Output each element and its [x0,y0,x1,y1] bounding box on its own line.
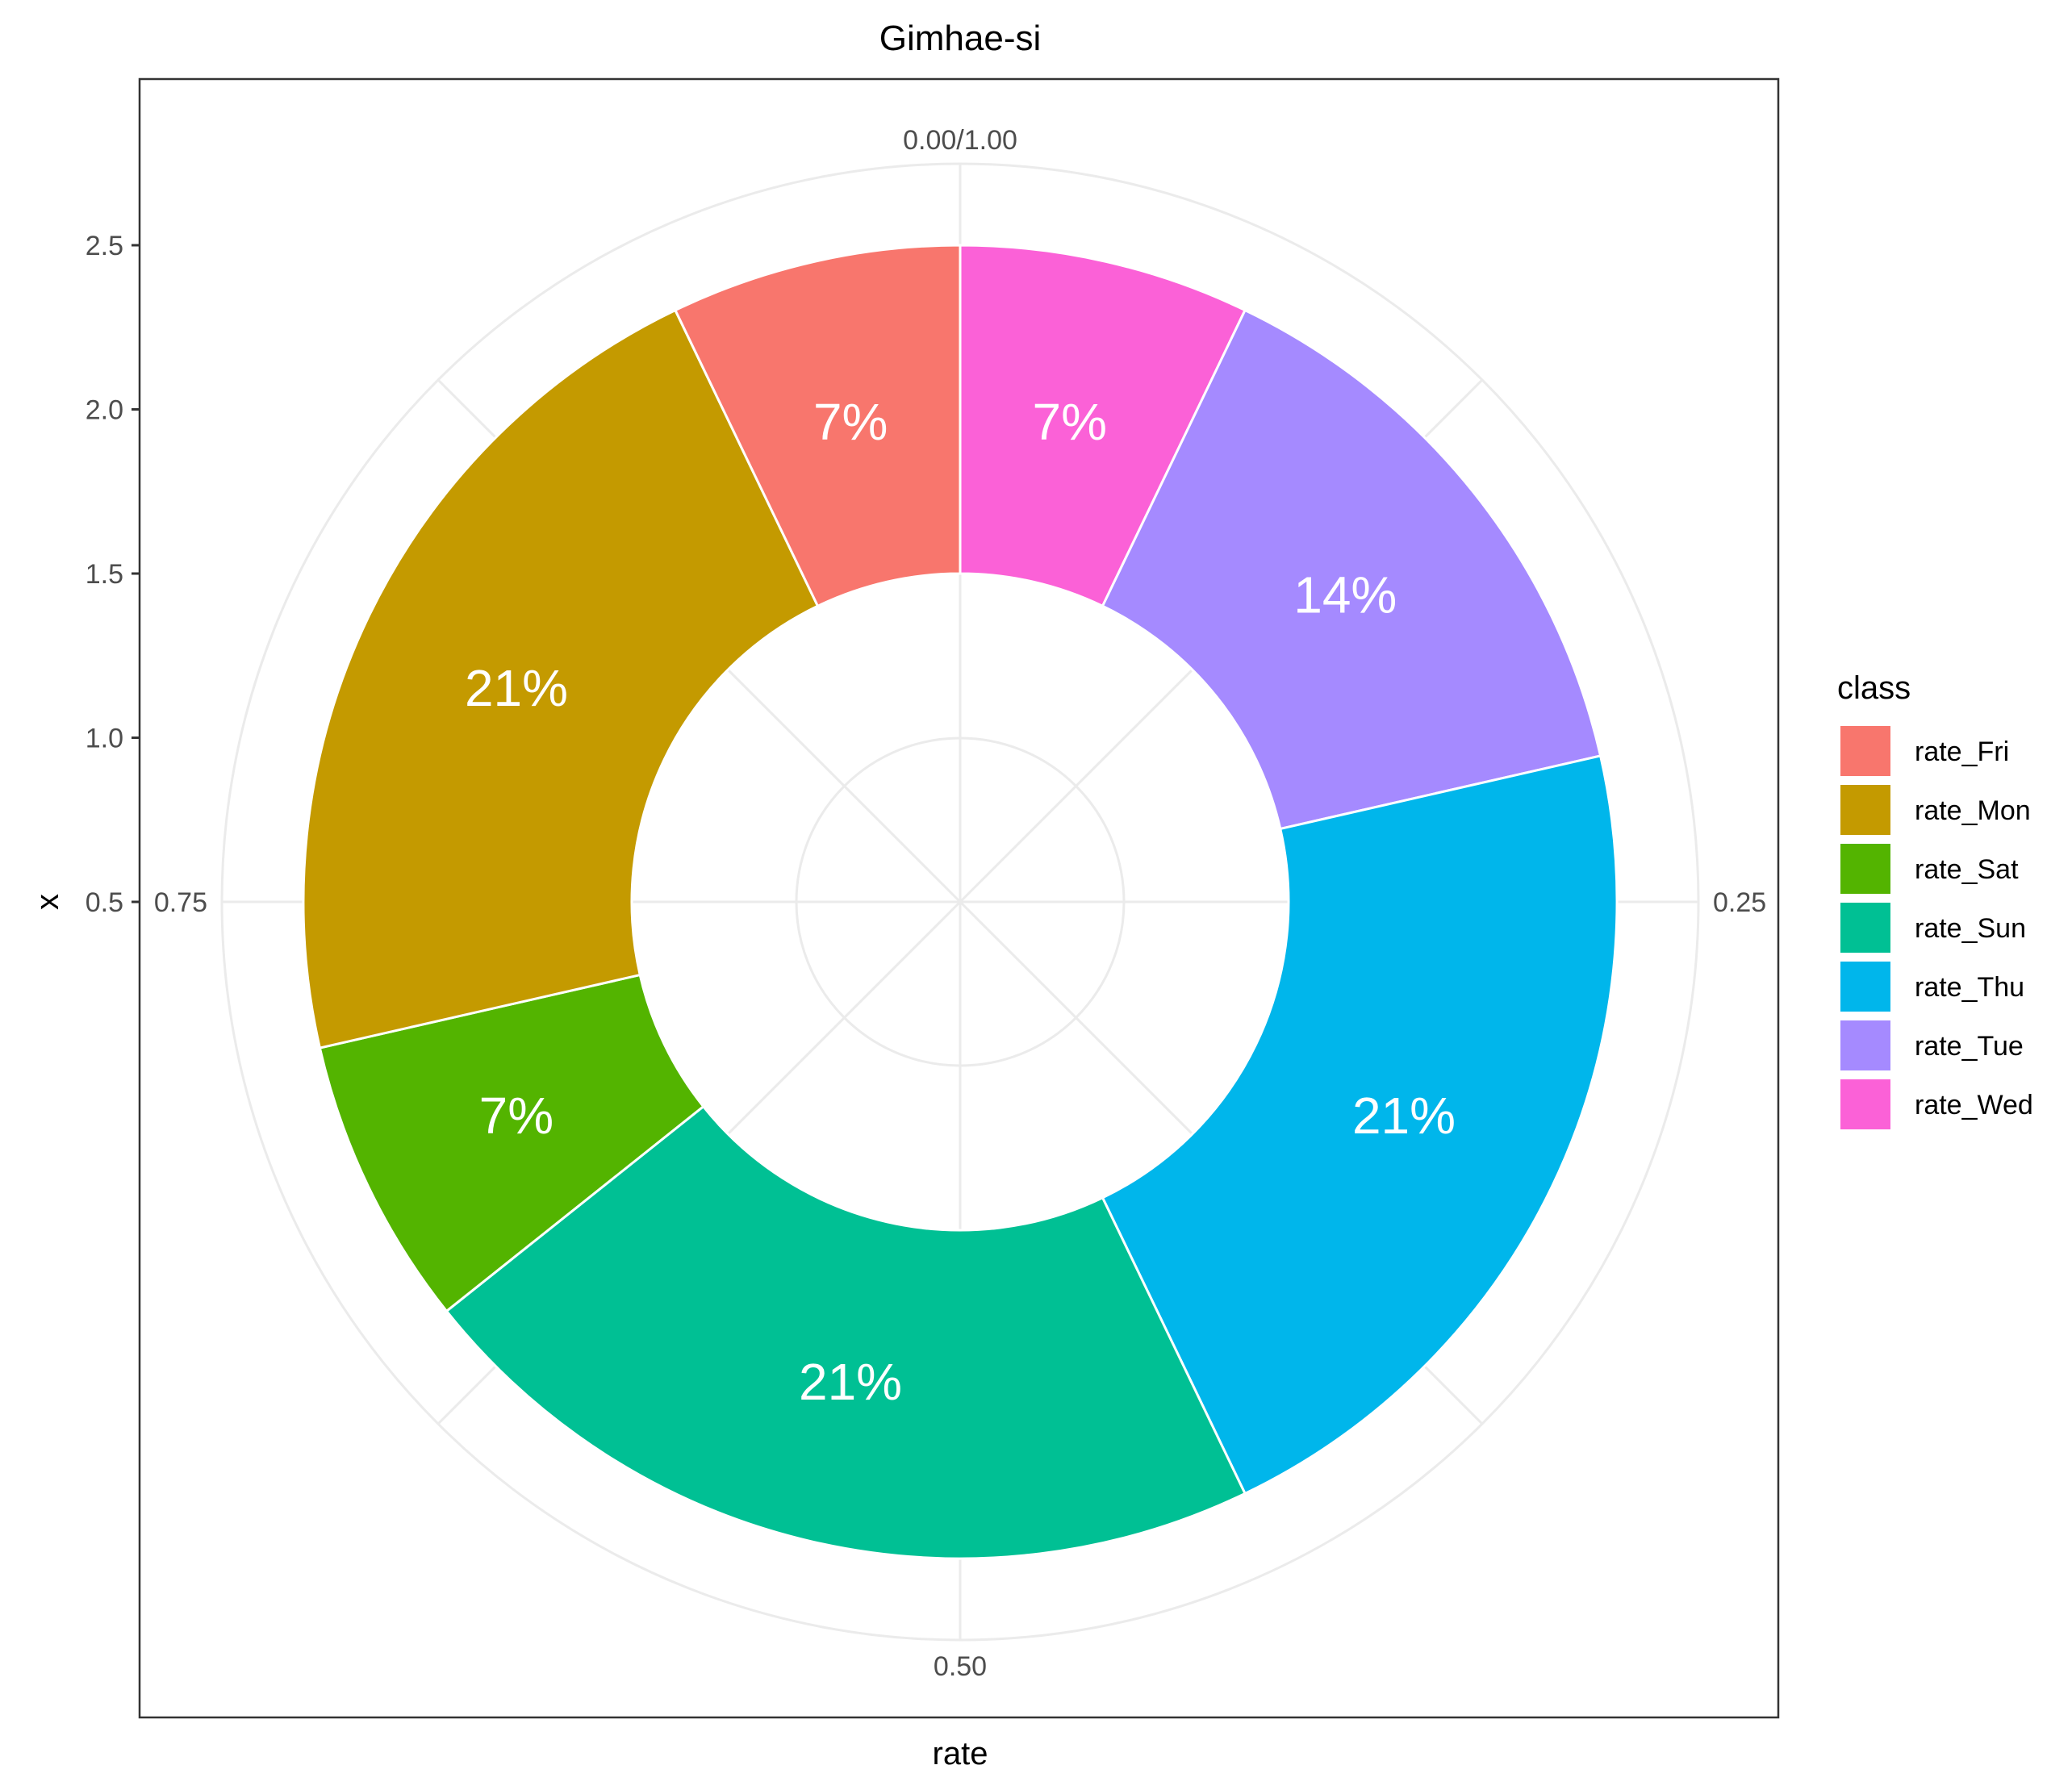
legend-label-rate-tue: rate_Tue [1915,1031,2024,1062]
legend-label-rate-thu: rate_Thu [1915,972,2024,1003]
legend-key-rate-thu [1840,962,1890,1012]
slice-rate-sat [318,973,705,1313]
slice-label-rate-sun: 21% [799,1353,902,1411]
legend-key-rate-tue [1840,1020,1890,1070]
panel-border [138,77,1780,1719]
y-tick-label: 1.5 [86,559,123,590]
slice-label-rate-wed: 7% [1033,393,1108,451]
legend: class rate_Frirate_Monrate_Satrate_Sunra… [1837,670,2033,1129]
angle-tick-label: 0.25 [1713,887,1766,918]
slice-rate-fri [673,244,962,608]
legend-label-rate-fri: rate_Fri [1915,737,2009,767]
slice-label-rate-tue: 14% [1293,565,1397,624]
legend-key-rate-fri [1840,726,1890,776]
y-axis-title: x [30,894,65,910]
y-tick-label: 1.0 [86,724,123,754]
angle-tick-label: 0.75 [154,887,207,918]
legend-label-rate-sat: rate_Sat [1915,854,2019,885]
legend-key-rate-sun [1840,903,1890,953]
legend-key-rate-mon [1840,785,1890,835]
y-tick-label: 2.5 [86,231,123,261]
chart-title: Gimhae-si [879,19,1042,58]
slice-rate-mon [302,308,820,1049]
legend-label-rate-mon: rate_Mon [1915,795,2031,826]
legend-key-rate-sat [1840,844,1890,894]
x-axis-title: rate [933,1736,988,1771]
slice-label-rate-thu: 21% [1352,1087,1456,1145]
legend-label-rate-sun: rate_Sun [1915,913,2026,944]
y-tick-label: 2.0 [86,395,123,426]
slice-label-rate-sat: 7% [479,1087,554,1145]
slice-label-rate-fri: 7% [813,393,888,451]
angle-tick-label: 0.00/1.00 [903,125,1017,156]
slice-rate-thu [1101,754,1619,1496]
angle-tick-label: 0.50 [934,1651,987,1682]
slice-label-rate-mon: 21% [465,659,568,717]
legend-title: class [1837,670,1911,706]
legend-key-rate-wed [1840,1079,1890,1129]
slice-rate-wed [959,244,1247,608]
axis-layer: 0.00/1.00 0.25 0.50 0.75 0.5 1.0 1.5 2.0 2.5 [86,125,1766,1682]
y-tick-label: 0.5 [86,887,123,918]
legend-items: rate_Fri rate_Mon rate_Sat rate_Sun rate_Thu… [1840,726,2033,1129]
slice-rate-tue [1101,308,1602,831]
label-layer: 7% 14% 21% 21% 7% 21% 7% [465,393,1456,1411]
slice-layer [302,244,1619,1560]
slice-rate-sun [445,1104,1247,1560]
legend-label-rate-wed: rate_Wed [1915,1090,2033,1120]
